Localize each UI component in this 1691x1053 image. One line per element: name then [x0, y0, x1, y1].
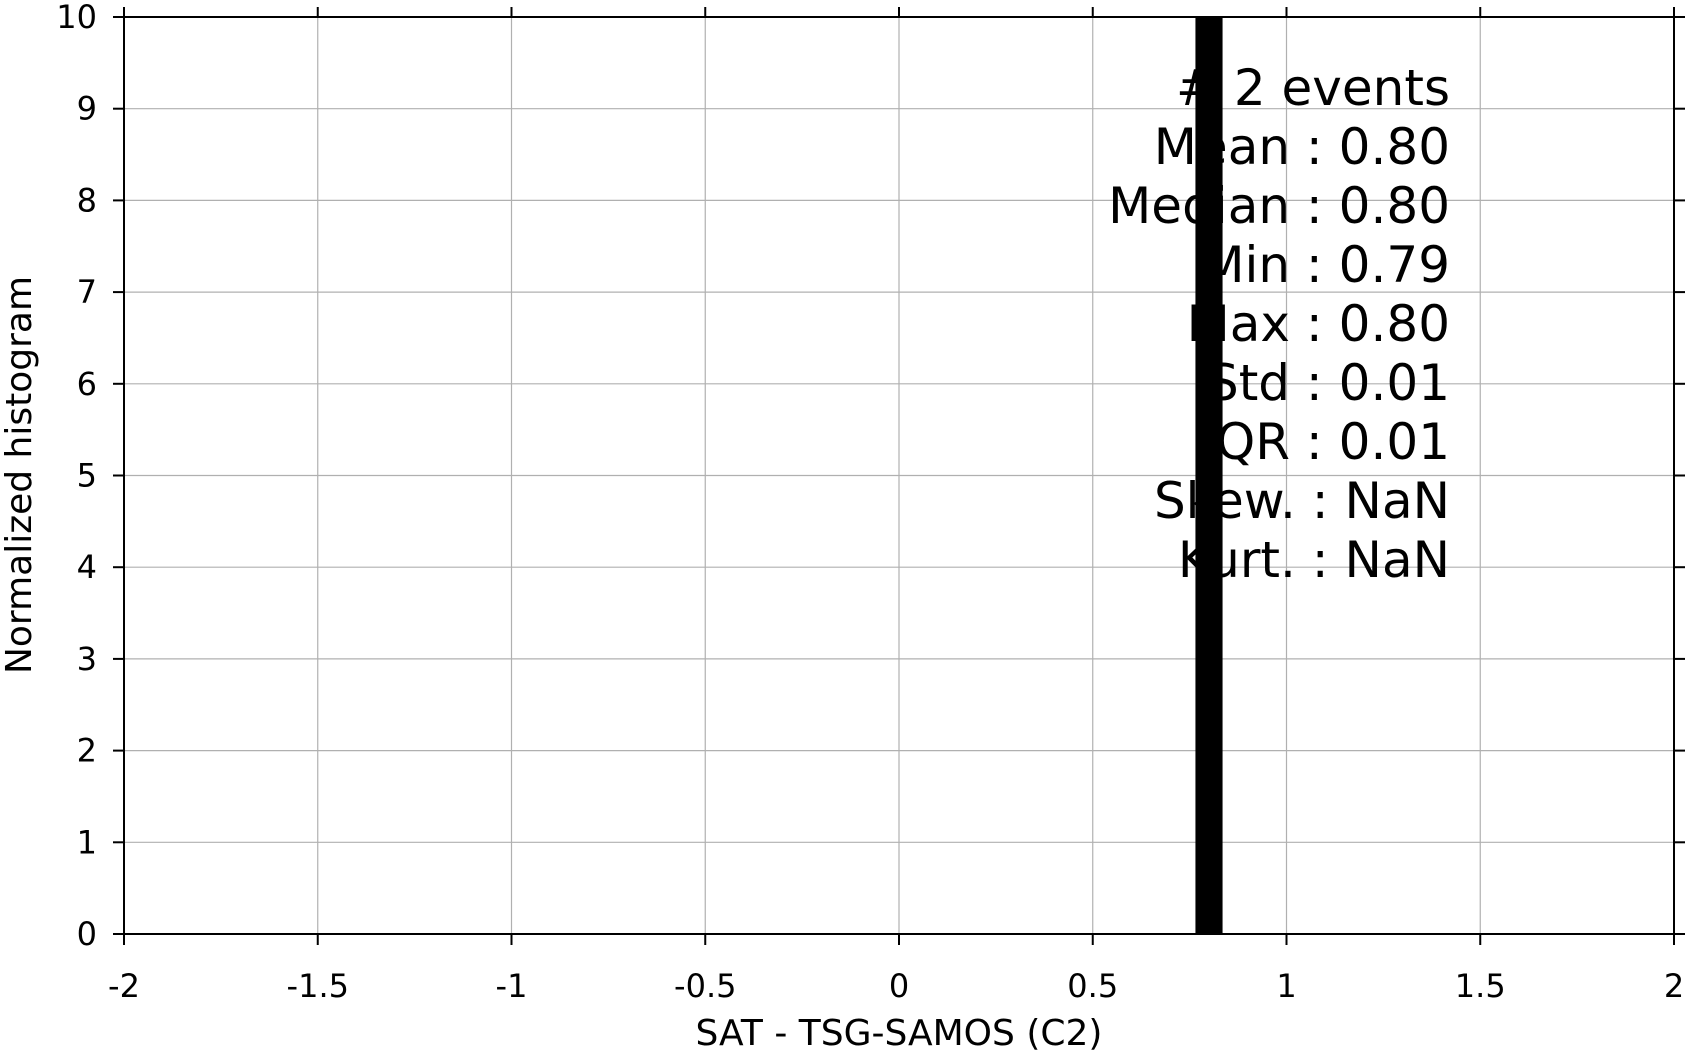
y-tick-label: 10 — [56, 0, 97, 36]
stat-label: Kurt. : — [1178, 531, 1345, 589]
stat-value: NaN — [1345, 531, 1450, 589]
y-tick-label: 4 — [77, 548, 97, 586]
stat-value: 0.01 — [1339, 413, 1450, 471]
axis-ticks — [113, 7, 1685, 945]
x-tick-label: -1 — [496, 967, 528, 1005]
y-tick-label: 7 — [77, 273, 97, 311]
stat-label: Median : — [1108, 177, 1339, 235]
y-tick-label: 0 — [77, 915, 97, 953]
y-axis-title: Normalized histogram — [0, 276, 40, 674]
stat-line: Skew. : NaN — [1154, 472, 1450, 530]
stat-line: Min : 0.79 — [1201, 236, 1450, 294]
stat-label: Min : — [1201, 236, 1338, 294]
stat-line: Median : 0.80 — [1108, 177, 1450, 235]
y-tick-label: 6 — [77, 365, 97, 403]
stat-value: 0.80 — [1339, 118, 1450, 176]
stat-line: Max : 0.80 — [1187, 295, 1450, 353]
x-tick-label: 1.5 — [1455, 967, 1506, 1005]
y-tick-label: 9 — [77, 90, 97, 128]
stat-value: 0.80 — [1339, 295, 1450, 353]
x-axis-title: SAT - TSG-SAMOS (C2) — [696, 1013, 1103, 1053]
stat-label: Max : — [1187, 295, 1339, 353]
stat-line: # 2 events — [1176, 59, 1450, 117]
y-tick-label: 8 — [77, 181, 97, 219]
x-tick-label: -2 — [108, 967, 140, 1005]
stat-label: Std : — [1207, 354, 1339, 412]
stat-label: Skew. : — [1154, 472, 1345, 530]
x-tick-label: 0.5 — [1067, 967, 1118, 1005]
x-tick-label: 0 — [889, 967, 909, 1005]
x-tick-label: 2 — [1664, 967, 1684, 1005]
stat-value: 2 events — [1234, 59, 1450, 117]
stat-line: IQR : 0.01 — [1201, 413, 1450, 471]
y-tick-label: 1 — [77, 823, 97, 861]
stat-line: Std : 0.01 — [1207, 354, 1450, 412]
stat-value: 0.80 — [1339, 177, 1450, 235]
x-tick-label: -1.5 — [287, 967, 349, 1005]
y-tick-label: 2 — [77, 732, 97, 770]
histogram-bars — [1195, 17, 1223, 934]
tick-labels: -2 -1.5 -1 -0.5 0 0.5 1 1.5 2 0 1 2 3 4 5 6 7 8 9 10 — [56, 0, 1684, 1005]
stat-value: NaN — [1345, 472, 1450, 530]
stat-value: 0.79 — [1339, 236, 1450, 294]
stat-label: IQR : — [1201, 413, 1338, 471]
stat-label: Mean : — [1154, 118, 1339, 176]
y-tick-label: 5 — [77, 457, 97, 495]
stat-line: Mean : 0.80 — [1154, 118, 1450, 176]
stat-label: # — [1176, 59, 1234, 117]
x-tick-label: -0.5 — [674, 967, 736, 1005]
stat-value: 0.01 — [1339, 354, 1450, 412]
y-tick-label: 3 — [77, 640, 97, 678]
histogram-bar — [1195, 17, 1223, 934]
stat-line: Kurt. : NaN — [1178, 531, 1450, 589]
x-tick-label: 1 — [1276, 967, 1296, 1005]
